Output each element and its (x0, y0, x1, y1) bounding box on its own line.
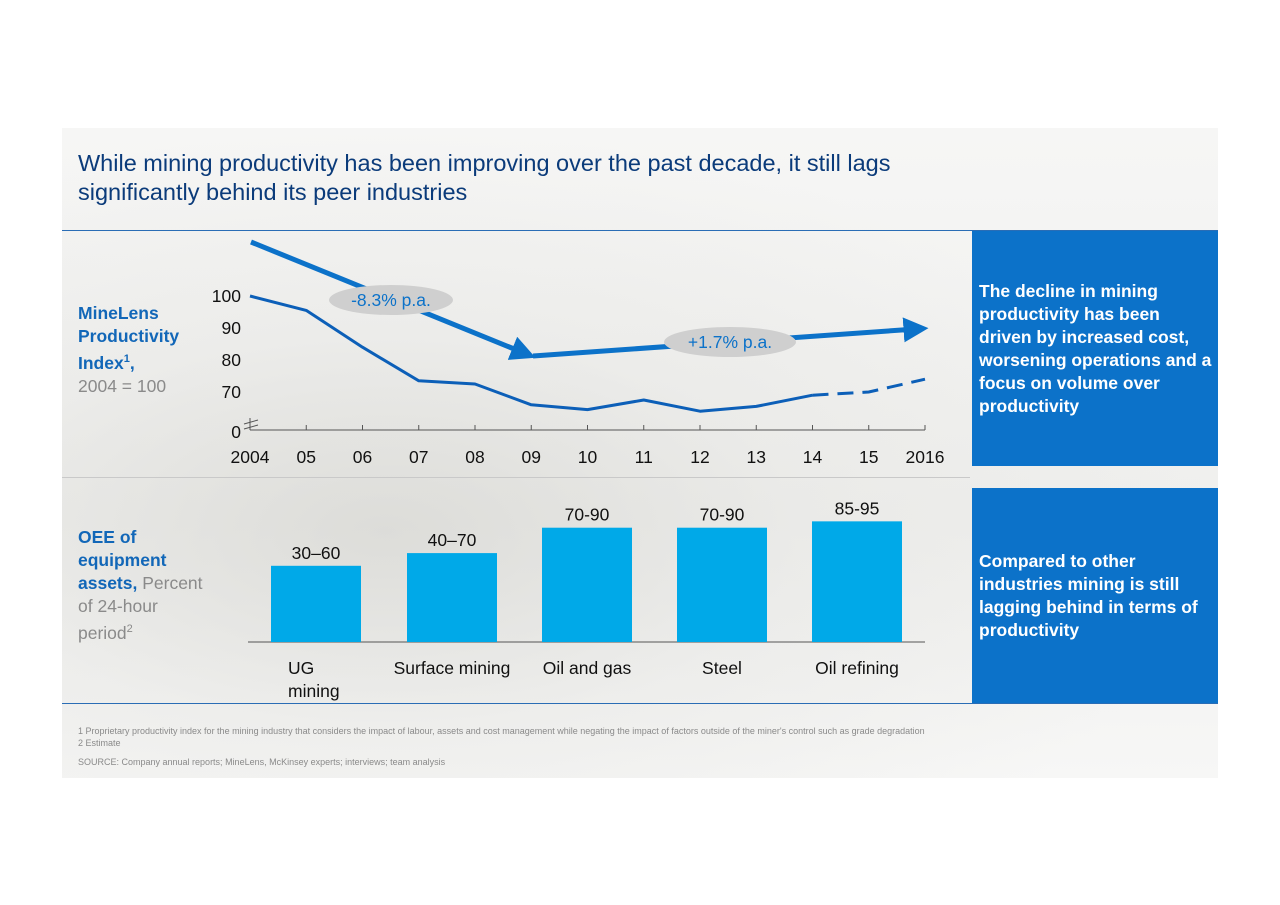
oee-bar (542, 527, 632, 642)
x-tick-label: 13 (747, 447, 766, 467)
x-tick-label: 05 (297, 447, 316, 467)
oee-bar (677, 527, 767, 642)
growth-trend-badge (664, 327, 796, 357)
bar-value-label: 70-90 (565, 505, 610, 525)
x-tick-label: 2016 (906, 447, 945, 467)
x-tick-label: 08 (465, 447, 484, 467)
y-tick-label: 90 (222, 318, 242, 338)
category-label-line2: mining (288, 681, 340, 701)
x-tick-label: 15 (859, 447, 878, 467)
footnote-1: 1 Proprietary productivity index for the… (78, 726, 925, 736)
x-tick-label: 14 (803, 447, 823, 467)
bar-value-label: 85-95 (835, 498, 880, 518)
x-tick-label: 06 (353, 447, 372, 467)
y-tick-label: 0 (231, 422, 241, 442)
productivity-index-label: MineLens Productivity Index1, 2004 = 100 (78, 303, 180, 396)
y-tick-label: 70 (222, 382, 242, 402)
top-divider (62, 230, 1218, 231)
category-label: Steel (702, 658, 742, 678)
x-tick-label: 07 (409, 447, 428, 467)
footnotes: 1 Proprietary productivity index for the… (78, 725, 925, 749)
callout-peer-comparison-text: Compared to other industries mining is s… (979, 550, 1198, 640)
productivity-estimate-line (812, 377, 926, 397)
decline-trend-label: -8.3% p.a. (351, 290, 431, 310)
bottom-divider (62, 703, 1218, 704)
x-tick-label: 12 (690, 447, 709, 467)
bar-value-label: 70-90 (700, 505, 745, 525)
oee-bar (812, 521, 902, 642)
slide-title: While mining productivity has been impro… (78, 150, 891, 205)
x-tick-label: 10 (578, 447, 598, 467)
middle-divider (62, 477, 970, 478)
oee-bar (407, 553, 497, 642)
x-tick-label: 09 (522, 447, 541, 467)
decline-trend-badge (329, 285, 453, 315)
y-tick-label: 100 (212, 286, 241, 306)
growth-trend-label: +1.7% p.a. (688, 332, 772, 352)
bar-value-label: 40–70 (428, 530, 477, 550)
category-label: Oil refining (815, 658, 899, 678)
axis-break-mark (243, 419, 259, 430)
oee-bar (271, 565, 361, 642)
oee-label: OEE of equipment assets, Percent of 24-h… (78, 527, 203, 643)
x-tick-label: 11 (635, 447, 653, 467)
category-label-line1: UG (288, 658, 314, 678)
bar-value-label: 30–60 (292, 543, 341, 563)
callout-productivity-decline-text: The decline in mining productivity has b… (979, 280, 1212, 416)
y-tick-label: 80 (222, 350, 242, 370)
source-note: SOURCE: Company annual reports; MineLens… (78, 757, 446, 767)
productivity-index-line (249, 294, 813, 413)
callout-peer-comparison: Compared to other industries mining is s… (972, 488, 1218, 703)
callout-productivity-decline: The decline in mining productivity has b… (972, 231, 1218, 466)
category-label: Surface mining (394, 658, 511, 678)
x-tick-label: 2004 (231, 447, 270, 467)
footnote-2: 2 Estimate (78, 738, 121, 748)
category-label: Oil and gas (543, 658, 632, 678)
